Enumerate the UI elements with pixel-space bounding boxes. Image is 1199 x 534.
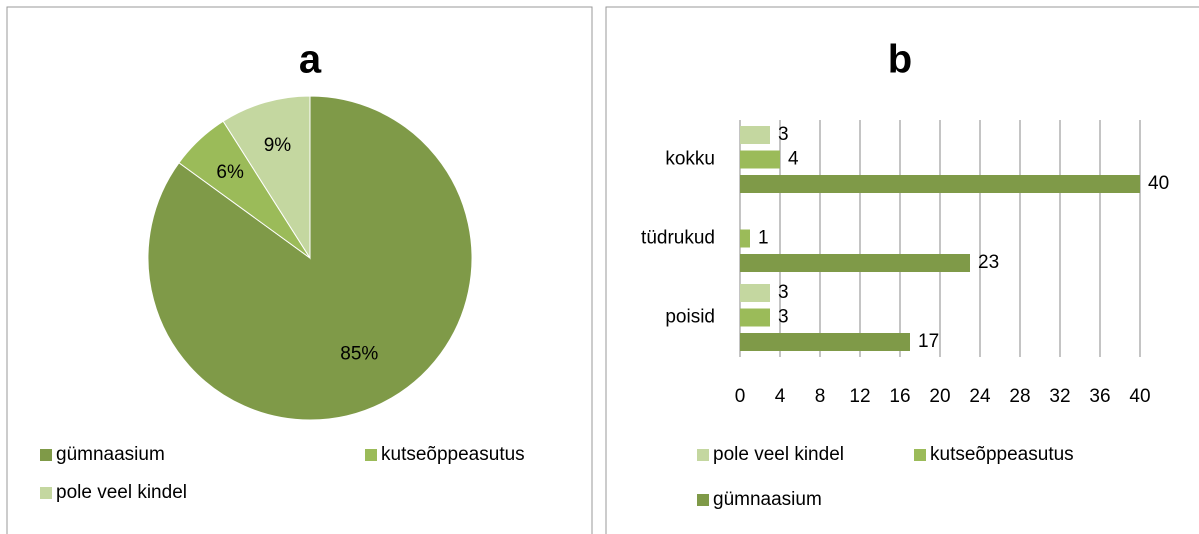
legend-label: kutseõppeasutus	[930, 444, 1074, 465]
x-tick-label: 12	[849, 386, 870, 407]
x-tick-label: 8	[815, 386, 826, 407]
data-label: 1	[758, 228, 769, 249]
legend-swatch	[697, 494, 709, 506]
data-label: 17	[918, 331, 939, 352]
legend-label: kutseõppeasutus	[381, 444, 525, 465]
legend-swatch	[40, 487, 52, 499]
chart-title: a	[299, 38, 322, 82]
x-tick-label: 40	[1129, 386, 1150, 407]
bar	[740, 284, 770, 302]
x-tick-label: 28	[1009, 386, 1030, 407]
pie-slice	[222, 95, 311, 260]
legend-label: gümnaasium	[56, 444, 165, 465]
bar	[740, 308, 770, 327]
bar	[740, 175, 1140, 193]
x-tick-label: 32	[1049, 386, 1070, 407]
x-tick-label: 4	[775, 386, 786, 407]
data-label: 9%	[264, 135, 292, 156]
x-tick-label: 36	[1089, 386, 1110, 407]
bar	[740, 333, 910, 351]
bar	[740, 150, 780, 169]
bar	[740, 229, 750, 248]
x-tick-label: 0	[735, 386, 746, 407]
data-label: 6%	[216, 162, 244, 183]
data-label: 3	[778, 282, 789, 303]
data-label: 3	[778, 124, 789, 145]
x-tick-label: 20	[929, 386, 950, 407]
x-tick-label: 24	[969, 386, 991, 407]
legend-swatch	[914, 449, 926, 461]
y-tick-label: tüdrukud	[641, 228, 715, 249]
chart-title: b	[888, 38, 912, 82]
data-label: 85%	[340, 344, 378, 365]
bar	[740, 126, 770, 144]
legend-label: gümnaasium	[713, 489, 822, 510]
panel-a	[6, 6, 593, 534]
legend-swatch	[365, 449, 377, 461]
legend-label: pole veel kindel	[56, 482, 187, 503]
data-label: 40	[1148, 173, 1169, 194]
data-label: 4	[788, 149, 799, 170]
data-label: 3	[778, 307, 789, 328]
legend-label: pole veel kindel	[713, 444, 844, 465]
panel-b	[605, 6, 1199, 534]
x-tick-label: 16	[889, 386, 910, 407]
legend-swatch	[697, 449, 709, 461]
legend-swatch	[40, 449, 52, 461]
bar	[740, 254, 970, 272]
data-label: 23	[978, 252, 999, 273]
y-tick-label: kokku	[665, 149, 715, 170]
y-tick-label: poisid	[665, 307, 715, 328]
